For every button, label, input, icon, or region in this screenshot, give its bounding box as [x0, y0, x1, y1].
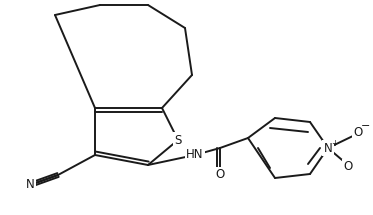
Text: O: O: [353, 126, 363, 138]
Text: S: S: [174, 134, 182, 146]
Text: O: O: [344, 161, 352, 174]
Text: O: O: [215, 169, 225, 181]
Text: N: N: [324, 141, 332, 155]
Text: HN: HN: [186, 149, 204, 161]
Text: +: +: [332, 138, 338, 147]
Text: N: N: [26, 178, 34, 192]
Text: −: −: [361, 121, 371, 131]
